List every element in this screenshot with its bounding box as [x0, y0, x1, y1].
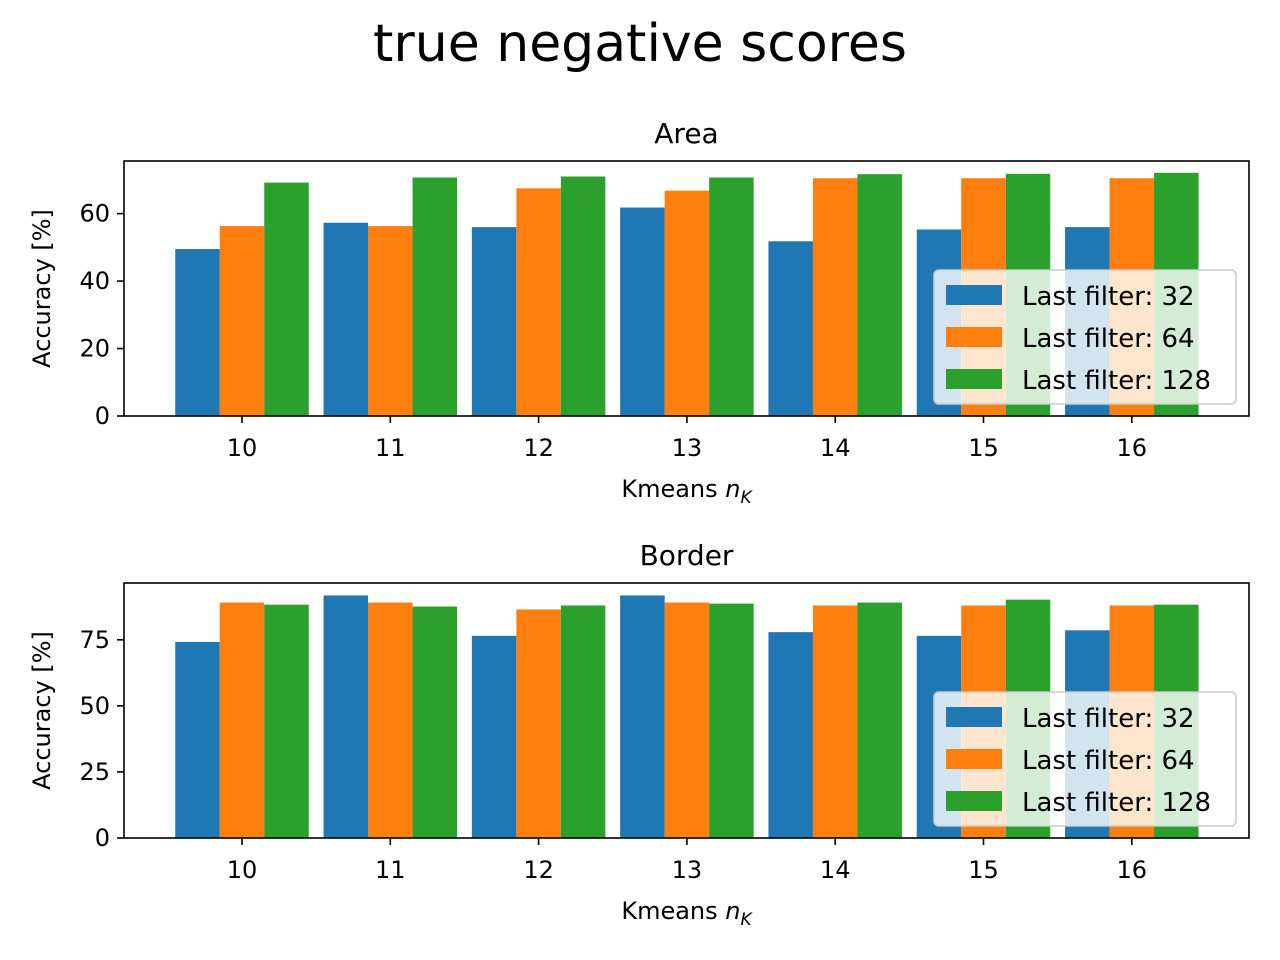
x-axis-label: Kmeans nK: [621, 475, 753, 508]
y-axis-label: Accuracy [%]: [28, 631, 56, 790]
bar-64-10: [219, 226, 265, 416]
legend-swatch: [946, 749, 1002, 769]
x-axis-label: Kmeans nK: [621, 897, 753, 930]
bar-128-11: [412, 606, 458, 838]
legend-swatch: [946, 791, 1002, 811]
y-tick-label: 50: [79, 692, 110, 720]
legend-label: Last filter: 128: [1022, 788, 1211, 818]
bar-128-13: [709, 603, 754, 838]
legend-label: Last filter: 128: [1022, 366, 1211, 396]
subplot-border: Border 0 25 50 75 10 11 12 13 14 15 16 Kmeans nK Accu…: [28, 539, 1250, 930]
bar-64-11: [368, 602, 413, 838]
x-tick-label: 16: [1117, 434, 1148, 462]
legend-label: Last filter: 32: [1022, 704, 1195, 734]
bar-32-14: [768, 241, 813, 416]
x-tick-label: 11: [375, 856, 406, 884]
bar-128-12: [560, 605, 606, 838]
bar-64-12: [516, 609, 561, 838]
legend-label: Last filter: 64: [1022, 324, 1195, 354]
y-tick-label: 0: [95, 402, 110, 430]
bar-128-10: [264, 604, 309, 838]
bar-32-10: [175, 641, 220, 838]
bar-32-13: [620, 595, 665, 838]
bar-64-12: [516, 188, 561, 416]
y-tick-label: 20: [79, 335, 110, 363]
bar-128-10: [264, 182, 309, 416]
legend-swatch: [946, 707, 1002, 727]
legend-box: [933, 269, 1237, 405]
y-tick-label: 75: [79, 626, 110, 654]
x-tick-label: 12: [523, 434, 554, 462]
x-tick-label: 13: [672, 856, 703, 884]
x-tick-label: 15: [968, 856, 999, 884]
x-tick-label: 11: [375, 434, 406, 462]
x-tick-label: 14: [820, 434, 851, 462]
bar-64-11: [368, 226, 413, 416]
y-axis-label: Accuracy [%]: [28, 209, 56, 368]
bar-128-14: [857, 602, 902, 838]
subplot-title: Border: [640, 539, 734, 572]
bar-64-10: [219, 602, 265, 838]
legend-swatch: [946, 369, 1002, 389]
subplot-area: Area 0 20 40 60 10 11 12 13 14 15 16 Kmeans nK Accura…: [28, 117, 1250, 508]
y-tick-label: 0: [95, 824, 110, 852]
y-tick-label: 25: [79, 758, 110, 786]
legend-label: Last filter: 32: [1022, 282, 1195, 312]
x-tick-label: 13: [672, 434, 703, 462]
bar-64-14: [812, 605, 858, 838]
legend-label: Last filter: 64: [1022, 746, 1195, 776]
bar-32-11: [323, 222, 369, 416]
x-tick-label: 10: [227, 856, 258, 884]
x-tick-label: 10: [227, 434, 258, 462]
subplot-title: Area: [654, 117, 718, 150]
bar-64-14: [812, 178, 858, 416]
bar-64-13: [664, 190, 710, 416]
y-tick-label: 60: [79, 200, 110, 228]
legend-box: [933, 691, 1237, 827]
figure-title: true negative scores: [372, 14, 907, 74]
legend: Last filter: 32 Last filter: 64 Last filte…: [933, 691, 1237, 827]
bar-128-14: [857, 174, 902, 416]
x-tick-label: 14: [820, 856, 851, 884]
bar-32-13: [620, 207, 665, 416]
y-tick-label: 40: [79, 267, 110, 295]
x-tick-label: 15: [968, 434, 999, 462]
bar-128-11: [412, 177, 458, 416]
legend-swatch: [946, 327, 1002, 347]
legend: Last filter: 32 Last filter: 64 Last filte…: [933, 269, 1237, 405]
bar-128-13: [709, 177, 754, 416]
bar-128-12: [560, 176, 606, 416]
bar-32-12: [471, 635, 517, 838]
bar-32-12: [471, 227, 517, 416]
bar-32-14: [768, 632, 813, 838]
bar-64-13: [664, 602, 710, 838]
x-tick-label: 12: [523, 856, 554, 884]
bar-32-11: [323, 595, 369, 838]
legend-swatch: [946, 285, 1002, 305]
x-tick-label: 16: [1117, 856, 1148, 884]
bar-32-10: [175, 249, 220, 416]
